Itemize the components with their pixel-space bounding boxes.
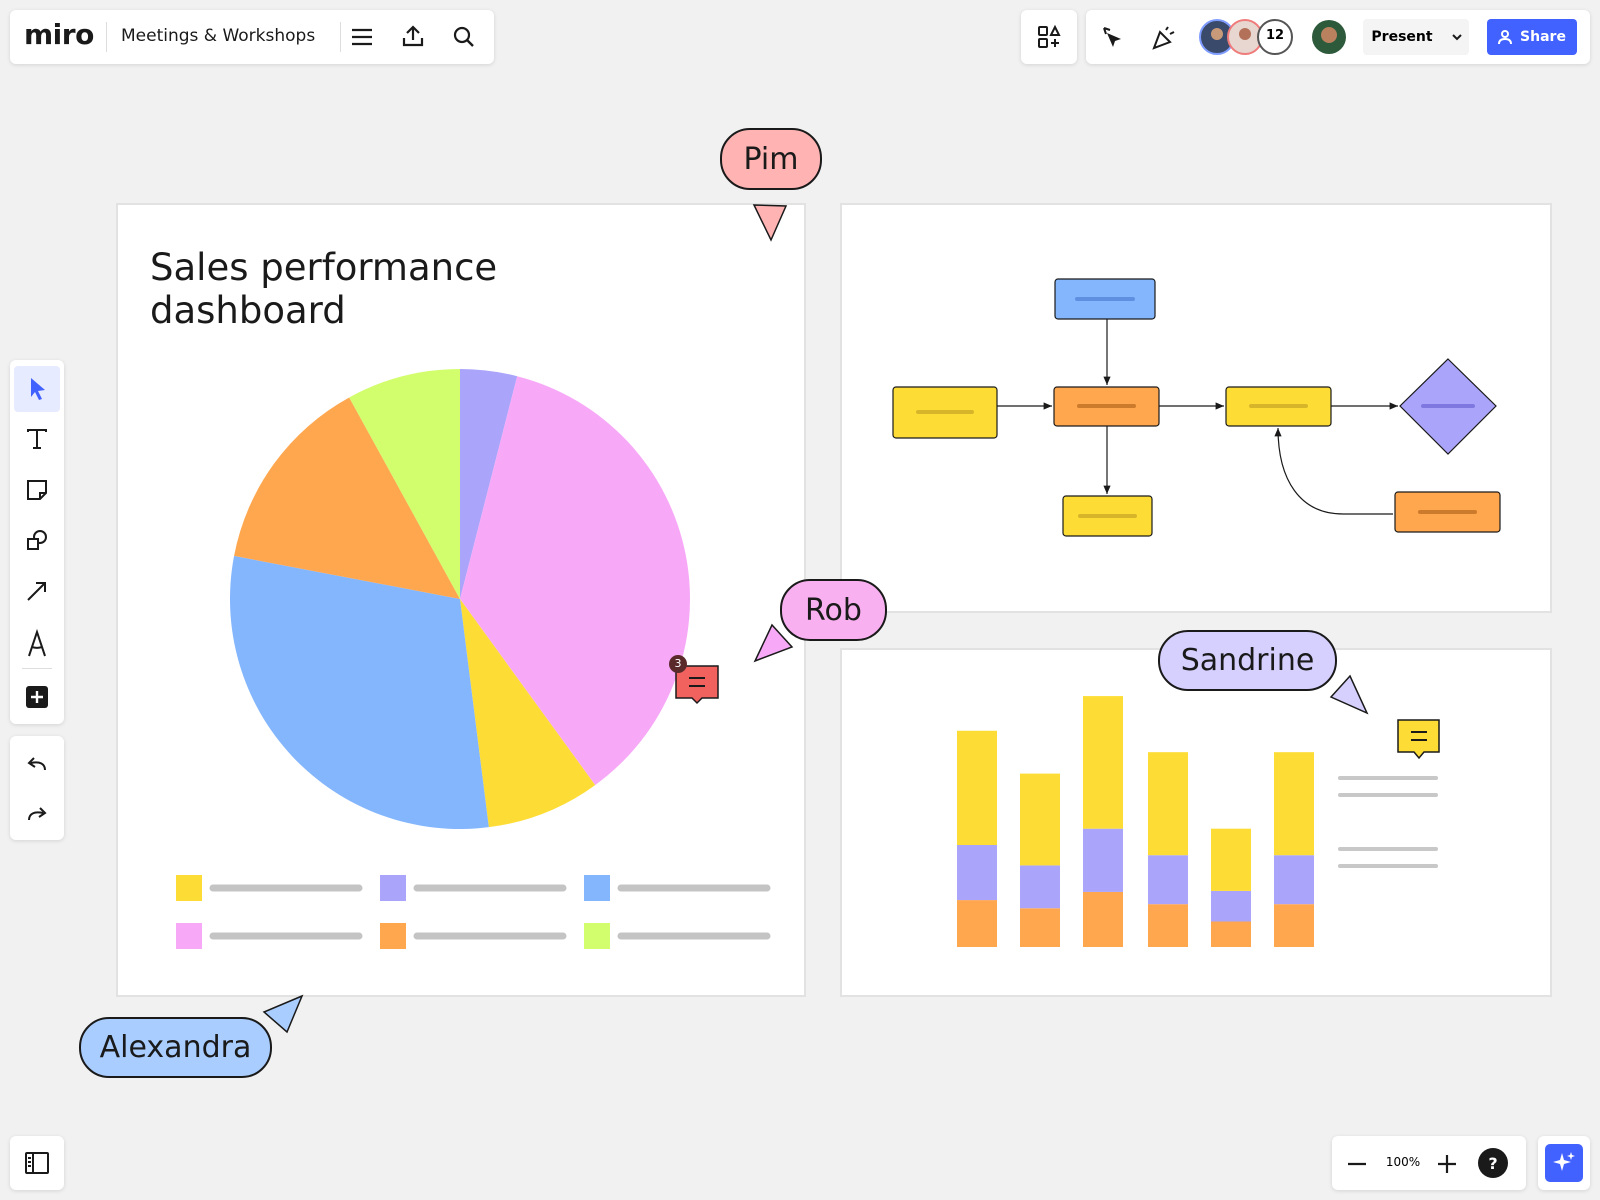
zoom-in[interactable] (1438, 1155, 1456, 1173)
bar-segment (1211, 890, 1251, 922)
cursor-toggle-icon[interactable] (1101, 25, 1127, 51)
zoom-bar: 100% ? (1332, 1136, 1526, 1190)
pie-slice (460, 599, 596, 828)
undo-button[interactable] (25, 754, 49, 774)
reactions-icon[interactable] (1150, 24, 1178, 52)
legend-swatch (176, 875, 202, 901)
bar-segment (957, 845, 997, 901)
comment-red[interactable] (669, 655, 720, 705)
share-label: Share (1520, 29, 1566, 45)
cursor-label: Alexandra (79, 1017, 272, 1078)
apps-panel (1021, 10, 1077, 64)
bar-segment (1020, 908, 1060, 947)
logo[interactable]: miro (24, 18, 94, 51)
bar-segment (1083, 828, 1123, 892)
bar-segment (957, 730, 997, 845)
assistant-icon (1553, 1152, 1575, 1171)
sidebar-toggle-panel (10, 1136, 64, 1190)
pie-slice (460, 376, 690, 786)
pie-slice (230, 555, 489, 829)
legend-swatch (380, 923, 406, 949)
shape-tool[interactable] (25, 528, 49, 552)
more-tools[interactable] (26, 686, 48, 708)
apps-icon[interactable] (1037, 24, 1061, 49)
bar-segment (1083, 696, 1123, 829)
pen-tool[interactable] (25, 628, 49, 658)
export-icon[interactable] (401, 24, 425, 48)
share-button[interactable]: Share (1487, 19, 1577, 55)
pie-slice (349, 369, 460, 599)
bar-segment (1211, 921, 1251, 947)
dashboard-title: Sales performance dashboard (150, 246, 498, 332)
cursor-label: Rob (780, 579, 887, 641)
bar-segment (1274, 904, 1314, 947)
top-left-bar: miro Meetings & Workshops (10, 10, 494, 64)
top-right-bar: 12 Present Share (1086, 10, 1590, 64)
redo-button[interactable] (25, 804, 49, 824)
bar-segment (1020, 773, 1060, 866)
help-label: ? (1488, 1153, 1498, 1173)
select-tool[interactable] (28, 376, 48, 402)
cursor-label: Sandrine (1158, 630, 1337, 691)
help-button[interactable]: ? (1478, 1148, 1508, 1178)
sidebar-toggle[interactable] (25, 1152, 49, 1174)
present-label: Present (1371, 29, 1433, 45)
present-button[interactable]: Present (1363, 19, 1469, 55)
legend-swatch (176, 923, 202, 949)
legend-swatch (584, 875, 610, 901)
divider (106, 22, 107, 52)
cursor-label: Pim (720, 128, 822, 190)
bar-segment (957, 900, 997, 947)
bar-segment (1148, 855, 1188, 905)
bar-segment (1274, 855, 1314, 905)
legend-swatch (584, 923, 610, 949)
assistant-panel (1538, 1136, 1590, 1190)
bar-segment (1274, 752, 1314, 856)
pie-slice (460, 369, 518, 599)
legend-swatch (380, 875, 406, 901)
my-avatar[interactable] (1310, 18, 1348, 56)
divider (22, 668, 52, 669)
pie-slice (234, 397, 460, 599)
present-dropdown[interactable] (1452, 34, 1462, 42)
zoom-out[interactable] (1348, 1162, 1366, 1166)
comment-yellow[interactable] (1397, 719, 1441, 763)
bar-segment (1083, 891, 1123, 947)
bar-segment (1211, 828, 1251, 891)
sticky-tool[interactable] (25, 478, 49, 502)
search-icon[interactable] (452, 25, 476, 49)
undo-redo-bar (10, 736, 64, 840)
menu-icon[interactable] (350, 25, 374, 49)
collaborator-count[interactable]: 12 (1266, 28, 1285, 43)
avatars[interactable] (1198, 18, 1298, 56)
line-tool[interactable] (25, 579, 49, 603)
share-icon (1498, 30, 1513, 45)
bar-segment (1020, 865, 1060, 909)
board-name[interactable]: Meetings & Workshops (121, 26, 316, 46)
divider (340, 22, 341, 52)
comment-count: 3 (674, 657, 682, 670)
left-toolbar (10, 360, 64, 724)
bar-segment (1148, 904, 1188, 947)
zoom-level: 100% (1385, 1155, 1421, 1169)
text-tool[interactable] (25, 427, 49, 451)
bar-segment (1148, 752, 1188, 856)
